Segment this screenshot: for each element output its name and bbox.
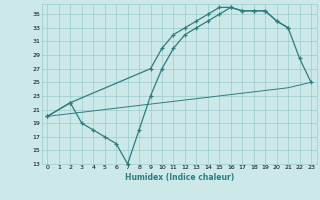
X-axis label: Humidex (Indice chaleur): Humidex (Indice chaleur) — [124, 173, 234, 182]
